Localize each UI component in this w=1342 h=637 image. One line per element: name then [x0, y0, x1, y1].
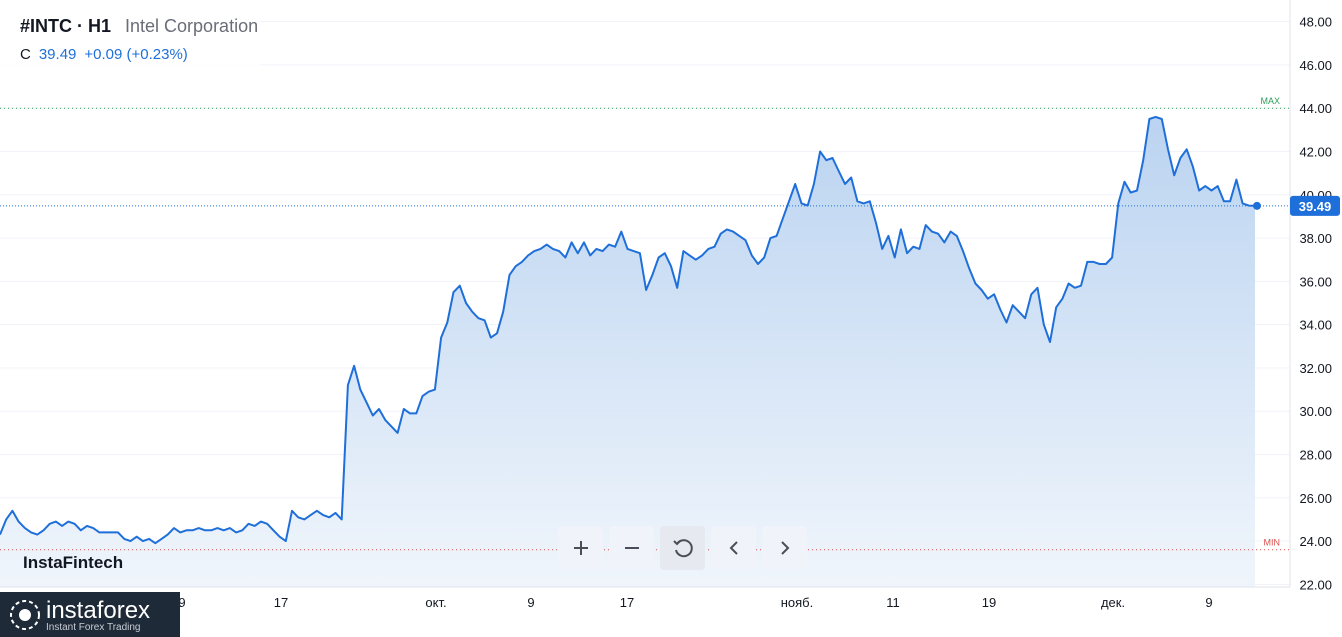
scroll-back-button[interactable]: [711, 526, 756, 570]
zoom-in-button[interactable]: [558, 526, 603, 570]
y-tick-label: 22.00: [1299, 577, 1332, 592]
chevron-left-icon: [729, 541, 738, 555]
x-tick-label: 17: [274, 595, 288, 610]
legend-title: #INTC · H1 Intel Corporation: [20, 16, 258, 37]
reset-button[interactable]: [660, 526, 705, 570]
y-tick-label: 28.00: [1299, 448, 1332, 463]
x-tick-label: окт.: [425, 595, 446, 610]
chevron-right-icon: [780, 541, 789, 555]
y-tick-label: 32.00: [1299, 361, 1332, 376]
price-area-fill: [0, 116, 1255, 588]
close-value: 39.49: [38, 46, 77, 63]
max-label: MAX: [1260, 96, 1280, 106]
x-tick-label: нояб.: [781, 595, 814, 610]
price-line: [0, 115, 1256, 545]
reset-icon: [672, 539, 693, 558]
y-tick-label: 48.00: [1299, 15, 1332, 30]
scroll-forward-button[interactable]: [762, 526, 807, 570]
change-value: +0.09 (+0.23%): [84, 46, 188, 63]
y-tick-label: 44.00: [1299, 101, 1332, 116]
y-tick-label: 36.00: [1299, 274, 1332, 289]
x-tick-label: 9: [527, 595, 534, 610]
chart-toolbar: [558, 526, 807, 570]
min-label: MIN: [1264, 538, 1281, 548]
plus-icon: [573, 541, 588, 555]
y-tick-label: 34.00: [1299, 318, 1332, 333]
y-tick-label: 30.00: [1299, 404, 1332, 419]
symbol-label[interactable]: #INTC · H1: [20, 16, 112, 36]
x-tick-label: 9: [1205, 595, 1212, 610]
y-tick-label: 26.00: [1299, 491, 1332, 506]
logo-tagline: Instant Forex Trading: [46, 622, 141, 633]
y-tick-label: 46.00: [1299, 58, 1332, 73]
x-tick-label: 11: [886, 595, 900, 610]
zoom-out-button[interactable]: [609, 526, 654, 570]
close-label: C: [20, 46, 31, 63]
last-price-dot: [1253, 201, 1261, 210]
time-axis[interactable]: 9 17 окт. 9 17 нояб. 11 19 дек. 9: [178, 595, 1212, 610]
last-price-badge: [1290, 195, 1340, 216]
brand-watermark: InstaFintech: [23, 553, 124, 572]
x-tick-label: дек.: [1101, 595, 1125, 610]
instaforex-logo[interactable]: instaforex Instant Forex Trading: [0, 592, 180, 637]
x-tick-label: 9: [178, 595, 185, 610]
last-price-badge-text: 39.49: [1299, 199, 1332, 214]
y-tick-label: 24.00: [1299, 534, 1332, 549]
company-name: Intel Corporation: [125, 16, 259, 36]
x-tick-label: 17: [620, 595, 634, 610]
price-axis[interactable]: 22.00 24.00 26.00 28.00 30.00 32.00 34.00 36.00…: [1299, 15, 1332, 593]
minus-icon: [624, 547, 639, 549]
logo-name: instaforex: [46, 597, 151, 624]
y-tick-label: 42.00: [1299, 145, 1332, 160]
legend-panel: [0, 12, 260, 70]
instaforex-logo-icon: [10, 600, 40, 630]
x-tick-label: 19: [982, 595, 996, 610]
y-tick-label: 38.00: [1299, 231, 1332, 246]
legend-ohlc: C 39.49 +0.09 (+0.23%): [20, 46, 188, 63]
